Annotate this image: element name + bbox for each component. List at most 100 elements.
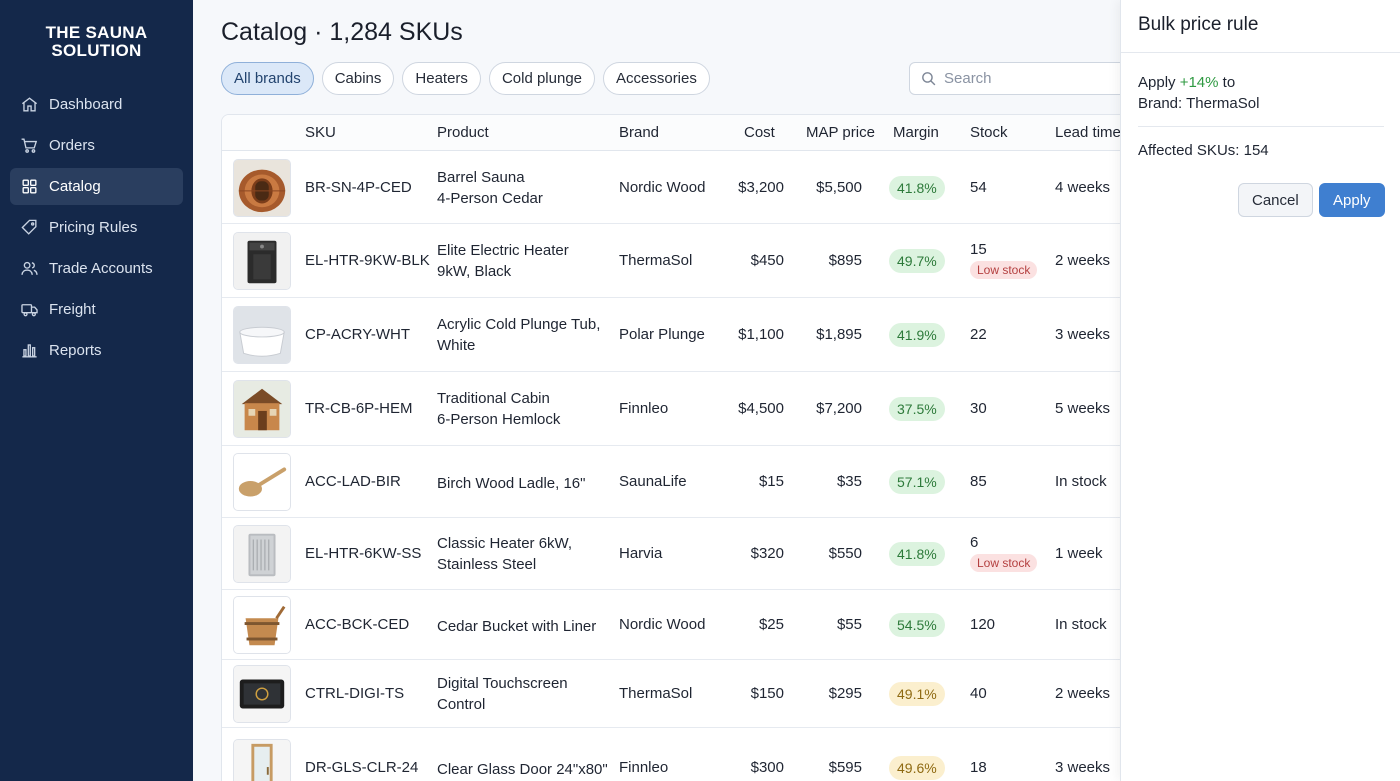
sidebar-item-freight[interactable]: Freight — [10, 291, 183, 328]
map-price-cell: $295 — [828, 685, 862, 702]
stock-value: 120 — [970, 616, 996, 633]
filter-chip-all-brands[interactable]: All brands — [221, 62, 314, 95]
product-cell[interactable]: Clear Glass Door 24"x80" — [437, 759, 608, 780]
sku-cell[interactable]: ACC-BCK-CED — [305, 616, 410, 633]
table-row[interactable]: CP-ACRY-WHT Acrylic Cold Plunge Tub, White… — [222, 298, 1220, 372]
product-cell[interactable]: Digital Touchscreen Control — [437, 673, 568, 715]
table-header: SKU Product Brand Cost MAP price Margin … — [222, 115, 1220, 151]
product-cell[interactable]: Classic Heater 6kW, Stainless Steel — [437, 533, 572, 575]
table-row[interactable]: EL-HTR-9KW-BLK Elite Electric Heater 9kW, … — [222, 224, 1220, 298]
product-cell[interactable]: Acrylic Cold Plunge Tub, White — [437, 314, 600, 356]
sku-cell[interactable]: CTRL-DIGI-TS — [305, 685, 405, 702]
sidebar-item-trade-accounts[interactable]: Trade Accounts — [10, 250, 183, 287]
filter-chip-accessories[interactable]: Accessories — [603, 62, 710, 95]
margin-badge: 49.1% — [889, 682, 945, 706]
product-thumbnail[interactable] — [233, 665, 291, 723]
column-header-cost[interactable]: Cost — [744, 124, 775, 141]
cancel-button[interactable]: Cancel — [1238, 183, 1313, 217]
brand-cell: SaunaLife — [619, 473, 687, 490]
cost-cell: $1,100 — [738, 326, 784, 343]
table-row[interactable]: TR-CB-6P-HEM Traditional Cabin 6-Person He… — [222, 372, 1220, 446]
sidebar-item-reports[interactable]: Reports — [10, 332, 183, 369]
product-cell[interactable]: Cedar Bucket with Liner — [437, 616, 596, 637]
table-row[interactable]: CTRL-DIGI-TS Digital Touchscreen Control Th… — [222, 660, 1220, 728]
lead-time-cell: In stock — [1055, 616, 1107, 633]
bulk-price-rule-panel: Bulk price rule Apply +14% to Brand: The… — [1120, 0, 1400, 781]
sidebar-item-pricing-rules[interactable]: Pricing Rules — [10, 209, 183, 246]
column-header-sku[interactable]: SKU — [305, 124, 336, 141]
map-price-cell: $35 — [836, 473, 862, 490]
product-name-line1: Traditional Cabin — [437, 390, 550, 407]
sidebar-item-label: Trade Accounts — [49, 260, 153, 277]
sku-cell[interactable]: EL-HTR-6KW-SS — [305, 545, 422, 562]
sidebar-item-label: Dashboard — [49, 96, 123, 113]
sidebar-item-label: Freight — [49, 301, 96, 318]
table-row[interactable]: DR-GLS-CLR-24 Clear Glass Door 24"x80" Fin… — [222, 728, 1220, 781]
rule-brand: Brand: ThermaSol — [1138, 95, 1260, 112]
product-cell[interactable]: Traditional Cabin 6-Person Hemlock — [437, 388, 560, 430]
truck-icon — [21, 304, 38, 317]
sku-cell[interactable]: DR-GLS-CLR-24 — [305, 759, 419, 776]
brand-logo[interactable]: THE SAUNA SOLUTION — [0, 0, 193, 88]
sidebar-item-dashboard[interactable]: Dashboard — [10, 86, 183, 123]
product-name-line2: Control — [437, 696, 486, 713]
brand-cell: Nordic Wood — [619, 616, 706, 633]
sku-cell[interactable]: ACC-LAD-BIR — [305, 473, 401, 490]
product-name-line1: Acrylic Cold Plunge Tub, — [437, 316, 601, 333]
column-header-stock[interactable]: Stock — [970, 124, 1008, 141]
column-header-product[interactable]: Product — [437, 124, 489, 141]
column-header-brand[interactable]: Brand — [619, 124, 660, 141]
sidebar-item-label: Pricing Rules — [49, 219, 138, 236]
stock-value: 22 — [970, 326, 987, 343]
lead-time-cell: 5 weeks — [1055, 400, 1111, 417]
sku-cell[interactable]: BR-SN-4P-CED — [305, 178, 412, 196]
catalog-table: SKU Product Brand Cost MAP price Margin … — [221, 114, 1221, 781]
stock-cell: 6 Low stock — [970, 534, 1038, 572]
map-price-cell: $55 — [836, 616, 862, 633]
sidebar-item-orders[interactable]: Orders — [10, 127, 183, 164]
product-thumbnail[interactable] — [233, 232, 291, 290]
margin-badge: 54.5% — [889, 613, 945, 637]
apply-button[interactable]: Apply — [1319, 183, 1385, 217]
product-cell[interactable]: Barrel Sauna 4-Person Cedar — [437, 167, 543, 209]
lead-time-cell: 3 weeks — [1055, 326, 1111, 343]
table-row[interactable]: BR-SN-4P-CED Barrel Sauna 4-Person Cedar No… — [222, 151, 1220, 224]
sku-cell[interactable]: TR-CB-6P-HEM — [305, 400, 413, 417]
stock-value: 40 — [970, 685, 987, 702]
column-header-lead-time[interactable]: Lead time — [1055, 124, 1121, 141]
column-header-map-price[interactable]: MAP price — [806, 124, 875, 141]
sidebar-item-label: Orders — [49, 137, 95, 154]
lead-time-cell: 2 weeks — [1055, 685, 1111, 702]
product-thumbnail[interactable] — [233, 453, 291, 511]
product-cell[interactable]: Birch Wood Ladle, 16" — [437, 473, 585, 494]
table-row[interactable]: EL-HTR-6KW-SS Classic Heater 6kW, Stainles… — [222, 518, 1220, 590]
grid-icon — [22, 179, 37, 194]
product-thumbnail[interactable] — [233, 525, 291, 583]
product-thumbnail[interactable] — [233, 380, 291, 438]
product-name-line2: Stainless Steel — [437, 556, 537, 573]
product-name-line2: White — [437, 337, 476, 354]
sku-cell[interactable]: CP-ACRY-WHT — [305, 326, 411, 343]
bar-chart-icon — [22, 344, 37, 358]
filter-chip-cold-plunge[interactable]: Cold plunge — [488, 62, 595, 95]
stock-value: 18 — [970, 759, 987, 776]
table-row[interactable]: ACC-LAD-BIR Birch Wood Ladle, 16" SaunaLif… — [222, 446, 1220, 518]
table-row[interactable]: ACC-BCK-CED Cedar Bucket with Liner Nordic… — [222, 590, 1220, 660]
search-input[interactable] — [944, 70, 1144, 87]
map-price-cell: $1,895 — [816, 326, 862, 343]
column-header-margin[interactable]: Margin — [893, 124, 939, 141]
brand-cell: ThermaSol — [619, 685, 693, 702]
product-thumbnail[interactable] — [233, 306, 291, 364]
filter-chip-cabins[interactable]: Cabins — [321, 62, 395, 95]
filter-chip-heaters[interactable]: Heaters — [402, 62, 481, 95]
product-thumbnail[interactable] — [233, 158, 291, 217]
product-cell[interactable]: Elite Electric Heater 9kW, Black — [437, 240, 569, 282]
cost-cell: $4,500 — [738, 400, 784, 417]
sku-cell[interactable]: EL-HTR-9KW-BLK — [305, 252, 430, 269]
sidebar-item-catalog[interactable]: Catalog — [10, 168, 183, 205]
map-price-cell: $595 — [828, 759, 862, 776]
product-name-line1: Birch Wood Ladle, 16" — [437, 475, 586, 492]
margin-badge: 49.6% — [889, 756, 945, 780]
product-thumbnail[interactable] — [233, 739, 291, 781]
product-thumbnail[interactable] — [233, 596, 291, 654]
